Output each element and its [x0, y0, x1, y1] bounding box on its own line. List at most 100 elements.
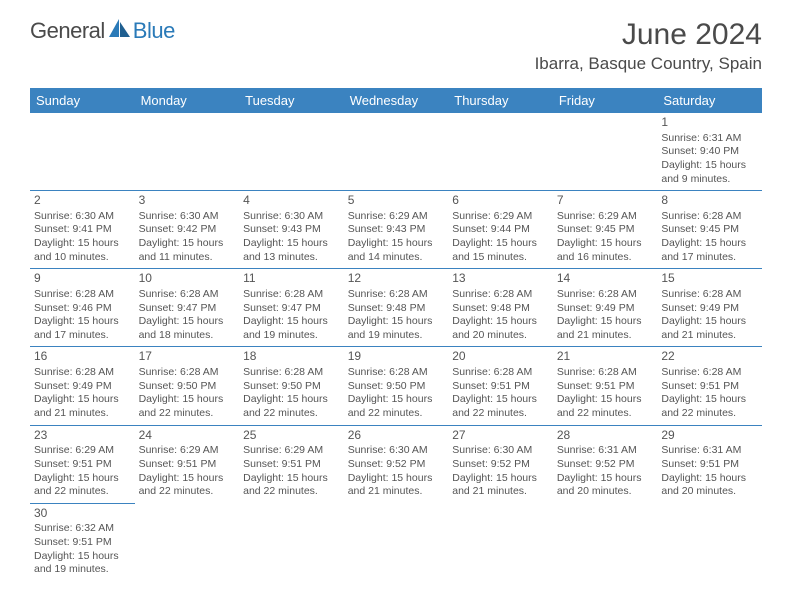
day-info-line: Daylight: 15 hours: [348, 393, 445, 407]
day-info-line: and 22 minutes.: [139, 407, 236, 421]
day-info-line: Sunset: 9:51 PM: [661, 380, 758, 394]
day-info-line: and 22 minutes.: [452, 407, 549, 421]
day-info-line: Daylight: 15 hours: [139, 237, 236, 251]
day-info-line: Sunset: 9:52 PM: [557, 458, 654, 472]
day-info-line: Sunset: 9:43 PM: [243, 223, 340, 237]
day-number: 29: [661, 428, 758, 444]
day-info-line: Sunset: 9:48 PM: [348, 302, 445, 316]
day-info-line: Sunrise: 6:28 AM: [139, 366, 236, 380]
weekday-header: Monday: [135, 88, 240, 113]
day-number: 21: [557, 349, 654, 365]
day-info-line: Daylight: 15 hours: [661, 315, 758, 329]
day-info-line: Daylight: 15 hours: [557, 472, 654, 486]
day-number: 3: [139, 193, 236, 209]
calendar-week-row: 16Sunrise: 6:28 AMSunset: 9:49 PMDayligh…: [30, 347, 762, 425]
calendar-day-cell: 30Sunrise: 6:32 AMSunset: 9:51 PMDayligh…: [30, 503, 135, 581]
day-info-line: and 19 minutes.: [348, 329, 445, 343]
day-info-line: Sunset: 9:50 PM: [139, 380, 236, 394]
calendar-day-cell: 18Sunrise: 6:28 AMSunset: 9:50 PMDayligh…: [239, 347, 344, 425]
calendar-day-cell: 6Sunrise: 6:29 AMSunset: 9:44 PMDaylight…: [448, 191, 553, 269]
day-info-line: and 16 minutes.: [557, 251, 654, 265]
day-number: 20: [452, 349, 549, 365]
calendar-day-cell: [553, 113, 658, 191]
day-info-line: Sunset: 9:51 PM: [661, 458, 758, 472]
calendar-day-cell: 12Sunrise: 6:28 AMSunset: 9:48 PMDayligh…: [344, 269, 449, 347]
day-number: 18: [243, 349, 340, 365]
day-info-line: Sunrise: 6:30 AM: [243, 210, 340, 224]
day-info-line: Sunset: 9:42 PM: [139, 223, 236, 237]
day-info-line: Sunrise: 6:29 AM: [34, 444, 131, 458]
day-info-line: Daylight: 15 hours: [452, 237, 549, 251]
day-info-line: and 22 minutes.: [348, 407, 445, 421]
day-number: 22: [661, 349, 758, 365]
day-info-line: Daylight: 15 hours: [452, 472, 549, 486]
calendar-day-cell: 29Sunrise: 6:31 AMSunset: 9:51 PMDayligh…: [657, 425, 762, 503]
calendar-day-cell: 14Sunrise: 6:28 AMSunset: 9:49 PMDayligh…: [553, 269, 658, 347]
calendar-day-cell: 4Sunrise: 6:30 AMSunset: 9:43 PMDaylight…: [239, 191, 344, 269]
day-number: 27: [452, 428, 549, 444]
day-number: 8: [661, 193, 758, 209]
day-info-line: and 19 minutes.: [34, 563, 131, 577]
day-info-line: Daylight: 15 hours: [34, 550, 131, 564]
day-number: 28: [557, 428, 654, 444]
day-info-line: Sunrise: 6:28 AM: [661, 210, 758, 224]
day-number: 5: [348, 193, 445, 209]
day-number: 24: [139, 428, 236, 444]
calendar-week-row: 30Sunrise: 6:32 AMSunset: 9:51 PMDayligh…: [30, 503, 762, 581]
day-info-line: Sunrise: 6:28 AM: [348, 288, 445, 302]
day-number: 17: [139, 349, 236, 365]
day-number: 16: [34, 349, 131, 365]
day-info-line: Sunset: 9:47 PM: [139, 302, 236, 316]
day-info-line: Sunrise: 6:28 AM: [452, 366, 549, 380]
calendar-day-cell: 19Sunrise: 6:28 AMSunset: 9:50 PMDayligh…: [344, 347, 449, 425]
day-info-line: Daylight: 15 hours: [557, 237, 654, 251]
day-info-line: Sunrise: 6:29 AM: [348, 210, 445, 224]
weekday-header: Friday: [553, 88, 658, 113]
day-info-line: and 21 minutes.: [452, 485, 549, 499]
day-number: 4: [243, 193, 340, 209]
day-info-line: Sunset: 9:44 PM: [452, 223, 549, 237]
day-info-line: Sunset: 9:48 PM: [452, 302, 549, 316]
weekday-header: Thursday: [448, 88, 553, 113]
day-info-line: Sunrise: 6:28 AM: [661, 288, 758, 302]
calendar-day-cell: 8Sunrise: 6:28 AMSunset: 9:45 PMDaylight…: [657, 191, 762, 269]
day-info-line: Sunrise: 6:29 AM: [139, 444, 236, 458]
day-info-line: and 15 minutes.: [452, 251, 549, 265]
day-number: 30: [34, 506, 131, 522]
weekday-header: Wednesday: [344, 88, 449, 113]
day-info-line: and 22 minutes.: [661, 407, 758, 421]
day-info-line: and 17 minutes.: [661, 251, 758, 265]
calendar-week-row: 1Sunrise: 6:31 AMSunset: 9:40 PMDaylight…: [30, 113, 762, 191]
calendar-day-cell: 9Sunrise: 6:28 AMSunset: 9:46 PMDaylight…: [30, 269, 135, 347]
day-info-line: Sunset: 9:51 PM: [243, 458, 340, 472]
calendar-day-cell: [30, 113, 135, 191]
day-info-line: Sunrise: 6:28 AM: [243, 288, 340, 302]
calendar-day-cell: 7Sunrise: 6:29 AMSunset: 9:45 PMDaylight…: [553, 191, 658, 269]
day-info-line: and 13 minutes.: [243, 251, 340, 265]
calendar-day-cell: [135, 113, 240, 191]
day-info-line: Daylight: 15 hours: [557, 393, 654, 407]
day-info-line: and 21 minutes.: [34, 407, 131, 421]
day-info-line: Sunset: 9:49 PM: [661, 302, 758, 316]
day-info-line: and 18 minutes.: [139, 329, 236, 343]
calendar-day-cell: [344, 503, 449, 581]
calendar-day-cell: 24Sunrise: 6:29 AMSunset: 9:51 PMDayligh…: [135, 425, 240, 503]
day-info-line: Sunset: 9:45 PM: [661, 223, 758, 237]
calendar-week-row: 2Sunrise: 6:30 AMSunset: 9:41 PMDaylight…: [30, 191, 762, 269]
day-info-line: Sunrise: 6:28 AM: [557, 288, 654, 302]
day-info-line: and 20 minutes.: [661, 485, 758, 499]
calendar-day-cell: 27Sunrise: 6:30 AMSunset: 9:52 PMDayligh…: [448, 425, 553, 503]
day-number: 2: [34, 193, 131, 209]
calendar-day-cell: 11Sunrise: 6:28 AMSunset: 9:47 PMDayligh…: [239, 269, 344, 347]
day-info-line: Sunset: 9:52 PM: [348, 458, 445, 472]
logo-sail-icon: [109, 19, 131, 44]
calendar-day-cell: 28Sunrise: 6:31 AMSunset: 9:52 PMDayligh…: [553, 425, 658, 503]
day-info-line: Sunset: 9:50 PM: [348, 380, 445, 394]
calendar-day-cell: 23Sunrise: 6:29 AMSunset: 9:51 PMDayligh…: [30, 425, 135, 503]
calendar-day-cell: 15Sunrise: 6:28 AMSunset: 9:49 PMDayligh…: [657, 269, 762, 347]
day-info-line: Daylight: 15 hours: [661, 159, 758, 173]
day-info-line: Daylight: 15 hours: [34, 237, 131, 251]
day-info-line: Sunset: 9:47 PM: [243, 302, 340, 316]
day-info-line: Sunrise: 6:31 AM: [661, 132, 758, 146]
day-info-line: and 20 minutes.: [452, 329, 549, 343]
